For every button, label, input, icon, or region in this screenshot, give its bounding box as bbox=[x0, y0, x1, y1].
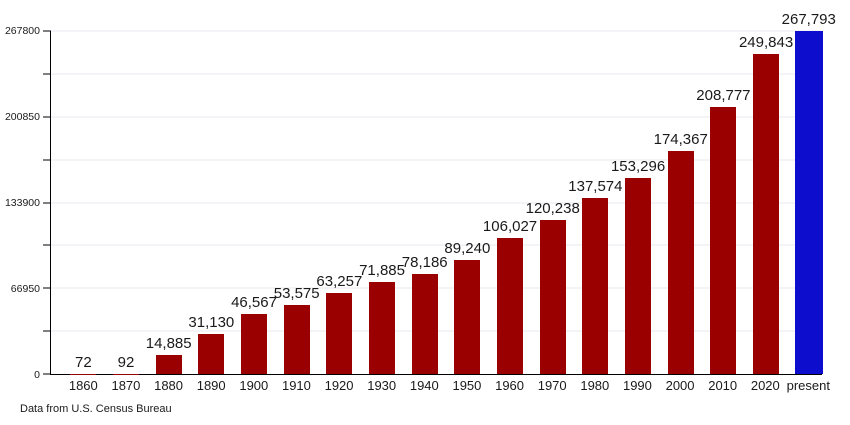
bar-slot-1980: 137,574 bbox=[568, 31, 623, 374]
bar-1910 bbox=[283, 305, 310, 374]
x-tick-label-1940: 1940 bbox=[409, 378, 439, 393]
x-tick-label-2000: 2000 bbox=[665, 378, 695, 393]
x-tick-label-1990: 1990 bbox=[622, 378, 652, 393]
y-axis-tick bbox=[43, 330, 51, 332]
value-label-1920: 63,257 bbox=[316, 272, 363, 290]
x-tick-label-2010: 2010 bbox=[708, 378, 738, 393]
bar-slot-1950: 89,240 bbox=[444, 31, 491, 374]
value-label-1860: 72 bbox=[74, 353, 92, 371]
value-label-1880: 14,885 bbox=[145, 334, 192, 352]
x-tick-label-1910: 1910 bbox=[281, 378, 311, 393]
bar-slot-2010: 208,777 bbox=[696, 31, 751, 374]
value-label-1870: 92 bbox=[117, 353, 135, 371]
value-label-1900: 46,567 bbox=[231, 294, 277, 312]
y-tick-label: 133900 bbox=[4, 197, 40, 209]
y-axis-tick bbox=[43, 30, 51, 32]
plot-area: 72 92 14,885 31,130 46,567 53,575 63,257 71,885… bbox=[43, 12, 836, 393]
bar-slot-1960: 106,027 bbox=[483, 31, 537, 374]
y-axis-tick bbox=[43, 159, 51, 161]
bar-slot-1910: 53,575 bbox=[273, 31, 320, 374]
x-tick-label-present: present bbox=[786, 378, 830, 393]
y-axis-tick bbox=[43, 116, 51, 118]
bar-1930 bbox=[369, 281, 396, 374]
x-tick-label-1920: 1920 bbox=[324, 378, 354, 393]
bar-slot-1990: 153,296 bbox=[611, 31, 665, 374]
y-axis-tick bbox=[43, 202, 51, 203]
x-tick-label-1950: 1950 bbox=[452, 378, 482, 393]
y-axis-labels: 0 66950 133900 200850 267800 bbox=[0, 25, 40, 381]
source-caption: Data from U.S. Census Bureau bbox=[20, 403, 172, 415]
y-tick-label: 200850 bbox=[4, 111, 40, 123]
value-label-present: 267,793 bbox=[781, 11, 836, 29]
bar-slot-1890: 31,130 bbox=[188, 31, 235, 374]
bar-slot-1930: 71,885 bbox=[359, 31, 405, 374]
bar-2010 bbox=[710, 106, 737, 374]
bar-1970 bbox=[539, 220, 566, 374]
bar-slot-1940: 78,186 bbox=[401, 31, 448, 374]
x-tick-label-1960: 1960 bbox=[495, 378, 525, 393]
value-label-1890: 31,130 bbox=[188, 314, 235, 332]
value-label-1970: 120,238 bbox=[525, 200, 580, 217]
bar-1940 bbox=[411, 273, 438, 374]
value-label-2010: 208,777 bbox=[696, 86, 751, 104]
y-axis-tick bbox=[43, 373, 51, 375]
x-tick-label-1890: 1890 bbox=[196, 378, 226, 393]
bar-slot-2020: 249,843 bbox=[739, 31, 793, 374]
value-label-1980: 137,574 bbox=[568, 177, 623, 195]
bar-1900 bbox=[241, 314, 268, 374]
x-tick-label-1870: 1870 bbox=[111, 378, 141, 393]
x-tick-label-1970: 1970 bbox=[537, 378, 567, 393]
bar-slot-1860: 72 bbox=[62, 31, 105, 374]
bar-1990 bbox=[625, 177, 652, 374]
bar-present bbox=[794, 31, 823, 374]
bar-slot-1870: 92 bbox=[105, 31, 148, 374]
x-tick-label-1860: 1860 bbox=[68, 378, 98, 393]
bars-row: 72 92 14,885 31,130 46,567 53,575 63,257 71,885… bbox=[62, 12, 836, 374]
bar-1880 bbox=[155, 354, 182, 374]
y-axis-tick bbox=[43, 287, 51, 289]
bar-1950 bbox=[454, 259, 481, 374]
bar-slot-1880: 14,885 bbox=[145, 31, 192, 374]
y-axis-tick bbox=[43, 73, 51, 75]
bar-slot-1970: 120,238 bbox=[526, 31, 580, 374]
value-label-1950: 89,240 bbox=[444, 239, 491, 257]
x-tick-label-1900: 1900 bbox=[239, 378, 269, 393]
y-tick-label: 267800 bbox=[4, 25, 40, 37]
x-axis-labels: 1860 1870 1880 1890 1900 1910 1920 1930 1940 1950… bbox=[62, 378, 830, 393]
gridline bbox=[51, 244, 822, 246]
gridline bbox=[51, 30, 822, 32]
gridline bbox=[51, 159, 822, 161]
bar-1980 bbox=[582, 197, 609, 374]
x-tick-label-1980: 1980 bbox=[580, 378, 610, 393]
y-tick-label: 0 bbox=[34, 369, 40, 381]
y-tick-label: 66950 bbox=[10, 283, 40, 295]
value-label-1960: 106,027 bbox=[482, 218, 538, 236]
bar-slot-1900: 46,567 bbox=[231, 31, 277, 374]
value-label-2000: 174,367 bbox=[653, 130, 708, 148]
value-label-1930: 71,885 bbox=[359, 261, 405, 279]
gridline bbox=[51, 202, 822, 203]
bar-1960 bbox=[497, 238, 524, 374]
y-axis-tick bbox=[43, 244, 51, 246]
bar-slot-present: 267,793 bbox=[782, 12, 836, 374]
value-label-2020: 249,843 bbox=[738, 34, 794, 51]
x-tick-label-1930: 1930 bbox=[367, 378, 397, 393]
bar-1920 bbox=[326, 292, 353, 374]
bar-1890 bbox=[198, 334, 225, 374]
bar-slot-1920: 63,257 bbox=[316, 31, 363, 374]
gridline bbox=[51, 116, 822, 118]
x-tick-label-2020: 2020 bbox=[750, 378, 780, 393]
value-label-1940: 78,186 bbox=[401, 253, 448, 271]
gridline bbox=[51, 73, 822, 75]
x-tick-label-1880: 1880 bbox=[154, 378, 184, 393]
bar-2000 bbox=[667, 150, 694, 374]
value-label-1910: 53,575 bbox=[273, 285, 320, 303]
bar-2020 bbox=[753, 54, 780, 374]
value-label-1990: 153,296 bbox=[610, 157, 666, 175]
bar-slot-2000: 174,367 bbox=[654, 31, 708, 374]
